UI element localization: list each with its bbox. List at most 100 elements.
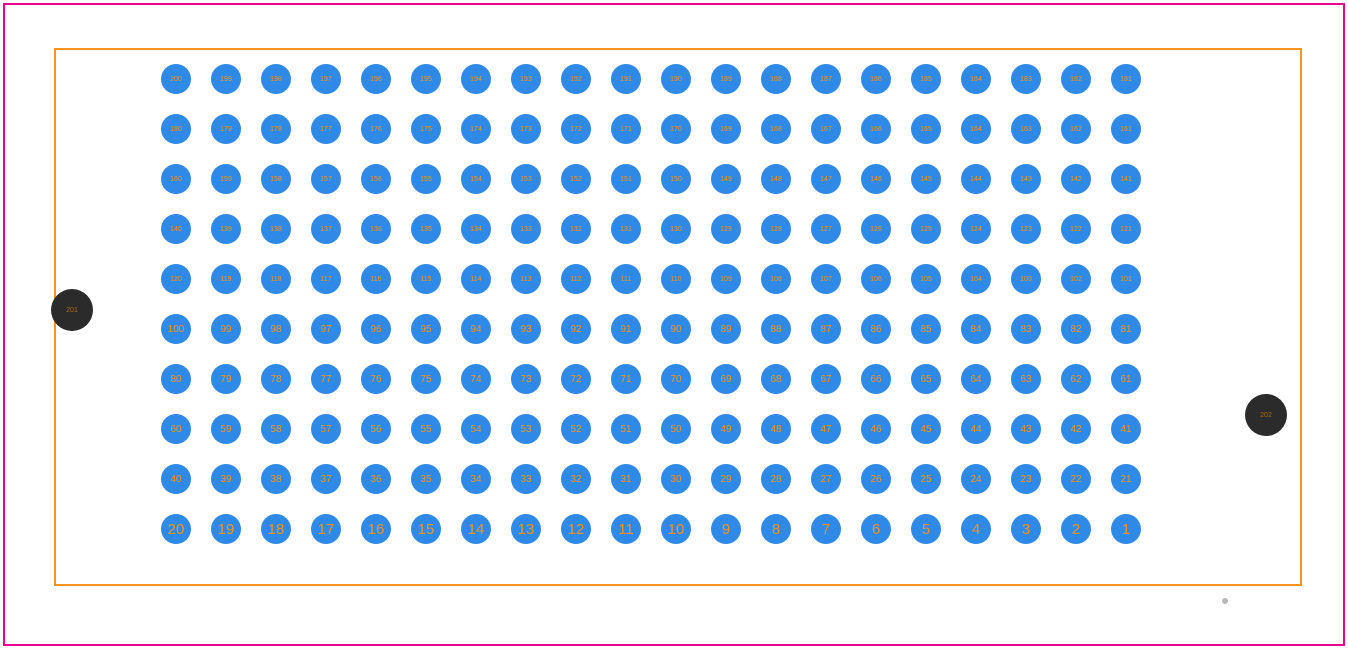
pad-110: 110 <box>661 264 691 294</box>
pad-120: 120 <box>161 264 191 294</box>
pad-173: 173 <box>511 114 541 144</box>
pad-158: 158 <box>261 164 291 194</box>
pad-83: 83 <box>1011 314 1041 344</box>
pad-33: 33 <box>511 464 541 494</box>
pad-166: 166 <box>861 114 891 144</box>
pad-51: 51 <box>611 414 641 444</box>
pad-142: 142 <box>1061 164 1091 194</box>
pad-122: 122 <box>1061 214 1091 244</box>
pad-30: 30 <box>661 464 691 494</box>
pad-44: 44 <box>961 414 991 444</box>
pad-65: 65 <box>911 364 941 394</box>
pad-11: 11 <box>611 514 641 544</box>
pad-60: 60 <box>161 414 191 444</box>
pad-109: 109 <box>711 264 741 294</box>
pad-140: 140 <box>161 214 191 244</box>
pad-4: 4 <box>961 514 991 544</box>
pad-6: 6 <box>861 514 891 544</box>
pad-106: 106 <box>861 264 891 294</box>
pad-72: 72 <box>561 364 591 394</box>
pad-10: 10 <box>661 514 691 544</box>
pad-7: 7 <box>811 514 841 544</box>
pad-8: 8 <box>761 514 791 544</box>
pad-94: 94 <box>461 314 491 344</box>
pad-111: 111 <box>611 264 641 294</box>
pad-67: 67 <box>811 364 841 394</box>
pad-154: 154 <box>461 164 491 194</box>
pad-105: 105 <box>911 264 941 294</box>
pad-136: 136 <box>361 214 391 244</box>
pad-47: 47 <box>811 414 841 444</box>
marker-dot <box>1222 598 1228 604</box>
pad-156: 156 <box>361 164 391 194</box>
pad-57: 57 <box>311 414 341 444</box>
pad-143: 143 <box>1011 164 1041 194</box>
pad-90: 90 <box>661 314 691 344</box>
pad-152: 152 <box>561 164 591 194</box>
pad-128: 128 <box>761 214 791 244</box>
pad-85: 85 <box>911 314 941 344</box>
pad-63: 63 <box>1011 364 1041 394</box>
pad-193: 193 <box>511 64 541 94</box>
pad-52: 52 <box>561 414 591 444</box>
pad-104: 104 <box>961 264 991 294</box>
pad-114: 114 <box>461 264 491 294</box>
pad-1: 1 <box>1111 514 1141 544</box>
pad-97: 97 <box>311 314 341 344</box>
pad-159: 159 <box>211 164 241 194</box>
pad-137: 137 <box>311 214 341 244</box>
pad-164: 164 <box>961 114 991 144</box>
pad-45: 45 <box>911 414 941 444</box>
pad-195: 195 <box>411 64 441 94</box>
pad-89: 89 <box>711 314 741 344</box>
pad-138: 138 <box>261 214 291 244</box>
pad-62: 62 <box>1061 364 1091 394</box>
pad-86: 86 <box>861 314 891 344</box>
pad-35: 35 <box>411 464 441 494</box>
pad-161: 161 <box>1111 114 1141 144</box>
pad-196: 196 <box>361 64 391 94</box>
pad-117: 117 <box>311 264 341 294</box>
pad-129: 129 <box>711 214 741 244</box>
pad-151: 151 <box>611 164 641 194</box>
pad-150: 150 <box>661 164 691 194</box>
pad-116: 116 <box>361 264 391 294</box>
mounting-hole-202: 202 <box>1245 394 1287 436</box>
pad-165: 165 <box>911 114 941 144</box>
pad-53: 53 <box>511 414 541 444</box>
pad-59: 59 <box>211 414 241 444</box>
pad-125: 125 <box>911 214 941 244</box>
pad-56: 56 <box>361 414 391 444</box>
pad-16: 16 <box>361 514 391 544</box>
pad-144: 144 <box>961 164 991 194</box>
pad-12: 12 <box>561 514 591 544</box>
pad-9: 9 <box>711 514 741 544</box>
pad-23: 23 <box>1011 464 1041 494</box>
pad-75: 75 <box>411 364 441 394</box>
pad-77: 77 <box>311 364 341 394</box>
pad-134: 134 <box>461 214 491 244</box>
pad-46: 46 <box>861 414 891 444</box>
pad-119: 119 <box>211 264 241 294</box>
pad-186: 186 <box>861 64 891 94</box>
pad-177: 177 <box>311 114 341 144</box>
pad-80: 80 <box>161 364 191 394</box>
pad-3: 3 <box>1011 514 1041 544</box>
pad-167: 167 <box>811 114 841 144</box>
pad-68: 68 <box>761 364 791 394</box>
pad-70: 70 <box>661 364 691 394</box>
pad-171: 171 <box>611 114 641 144</box>
pad-112: 112 <box>561 264 591 294</box>
pad-188: 188 <box>761 64 791 94</box>
pad-139: 139 <box>211 214 241 244</box>
pad-163: 163 <box>1011 114 1041 144</box>
pad-153: 153 <box>511 164 541 194</box>
pad-24: 24 <box>961 464 991 494</box>
pad-191: 191 <box>611 64 641 94</box>
pad-22: 22 <box>1061 464 1091 494</box>
pad-95: 95 <box>411 314 441 344</box>
pad-32: 32 <box>561 464 591 494</box>
pad-189: 189 <box>711 64 741 94</box>
pad-108: 108 <box>761 264 791 294</box>
pad-121: 121 <box>1111 214 1141 244</box>
